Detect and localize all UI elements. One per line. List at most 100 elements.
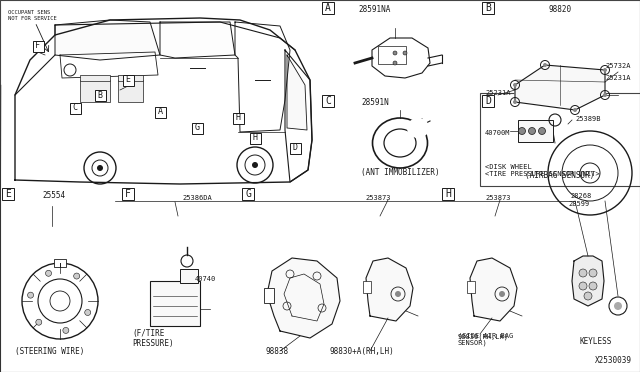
Bar [118, 80, 143, 102]
Bar [191, 122, 202, 134]
Text: (STEERING WIRE): (STEERING WIRE) [15, 347, 84, 356]
Text: 98838: 98838 [265, 347, 288, 356]
Circle shape [518, 128, 525, 135]
Text: 25231A: 25231A [485, 90, 511, 96]
Bar [0, 186, 120, 372]
Bar [467, 281, 475, 293]
Text: 40740: 40740 [195, 276, 216, 282]
Circle shape [538, 128, 545, 135]
Text: 98830(RH,LH): 98830(RH,LH) [458, 333, 509, 340]
Bar [480, 0, 640, 186]
Bar [240, 186, 440, 372]
Text: <DISK WHEEL: <DISK WHEEL [485, 164, 532, 170]
Text: 28599: 28599 [568, 201, 589, 207]
Text: H: H [236, 113, 241, 122]
Bar [378, 46, 406, 64]
Circle shape [579, 282, 587, 290]
Circle shape [603, 68, 607, 72]
Text: B: B [485, 3, 491, 13]
Bar [242, 188, 254, 200]
Polygon shape [515, 65, 605, 110]
Bar [440, 186, 640, 372]
Text: 98820: 98820 [548, 5, 572, 14]
Text: D: D [485, 96, 491, 106]
Polygon shape [55, 20, 160, 60]
Text: 98830+A(RH,LH): 98830+A(RH,LH) [330, 347, 395, 356]
Circle shape [614, 302, 622, 310]
Bar [2, 188, 14, 200]
Bar [264, 288, 274, 303]
Text: (SIDE AIR BAG
SENSOR): (SIDE AIR BAG SENSOR) [458, 333, 513, 346]
Circle shape [529, 128, 536, 135]
Bar [363, 281, 371, 293]
Text: C: C [72, 103, 77, 112]
Circle shape [589, 282, 597, 290]
Circle shape [513, 83, 517, 87]
Bar [250, 132, 260, 144]
Bar [320, 0, 480, 93]
Text: (ANT IMMOBILIZER): (ANT IMMOBILIZER) [361, 168, 439, 177]
Text: H: H [253, 134, 257, 142]
Text: H: H [445, 189, 451, 199]
Circle shape [36, 319, 42, 325]
Text: E: E [5, 189, 11, 199]
Bar [322, 2, 334, 14]
Polygon shape [267, 258, 340, 338]
Text: 28591N: 28591N [361, 98, 389, 107]
Circle shape [603, 93, 607, 97]
Bar [518, 120, 553, 142]
Text: (AIRBAG SENSOR): (AIRBAG SENSOR) [525, 171, 595, 180]
Text: G: G [195, 124, 200, 132]
Circle shape [28, 292, 33, 298]
Text: 25231A: 25231A [605, 75, 630, 81]
Circle shape [513, 100, 517, 104]
Bar [442, 188, 454, 200]
Bar [482, 2, 494, 14]
Text: E: E [125, 76, 131, 84]
Bar [154, 106, 166, 118]
Text: <TIRE PRESSURE SENSOR UNIT>: <TIRE PRESSURE SENSOR UNIT> [485, 171, 600, 177]
Bar [118, 75, 143, 81]
Circle shape [393, 51, 397, 55]
Polygon shape [160, 22, 235, 58]
Text: G: G [245, 189, 251, 199]
Text: C: C [325, 96, 331, 106]
Text: 253873: 253873 [485, 195, 511, 201]
Circle shape [252, 162, 258, 168]
Bar [150, 281, 200, 326]
Text: OCCUPANT SENS
NOT FOR SERVICE: OCCUPANT SENS NOT FOR SERVICE [8, 10, 57, 21]
Bar [322, 95, 334, 107]
Circle shape [584, 292, 592, 300]
Text: F: F [125, 189, 131, 199]
Circle shape [579, 269, 587, 277]
Bar [0, 0, 320, 186]
Text: (F/TIRE
PRESSURE): (F/TIRE PRESSURE) [132, 328, 173, 348]
Text: A: A [325, 3, 331, 13]
Ellipse shape [408, 119, 428, 137]
Text: 25386DA: 25386DA [182, 195, 212, 201]
Text: X2530039: X2530039 [595, 356, 632, 365]
Bar [70, 103, 81, 113]
Bar [232, 112, 243, 124]
Text: 25732A: 25732A [605, 63, 630, 69]
Text: 28591NA: 28591NA [359, 5, 391, 14]
Circle shape [395, 291, 401, 297]
Text: 25389B: 25389B [575, 116, 600, 122]
Circle shape [589, 269, 597, 277]
Bar [33, 41, 44, 51]
Circle shape [97, 165, 103, 171]
Circle shape [74, 273, 79, 279]
Polygon shape [470, 258, 517, 321]
Circle shape [573, 108, 577, 112]
Bar [80, 75, 110, 81]
Text: 40700M: 40700M [485, 130, 511, 136]
Text: B: B [97, 90, 102, 99]
Circle shape [63, 327, 69, 333]
Bar [54, 259, 66, 267]
Bar [122, 188, 134, 200]
Bar [122, 74, 134, 86]
Polygon shape [287, 55, 307, 130]
Polygon shape [366, 258, 413, 321]
Text: D: D [292, 144, 298, 153]
Bar [480, 93, 640, 186]
